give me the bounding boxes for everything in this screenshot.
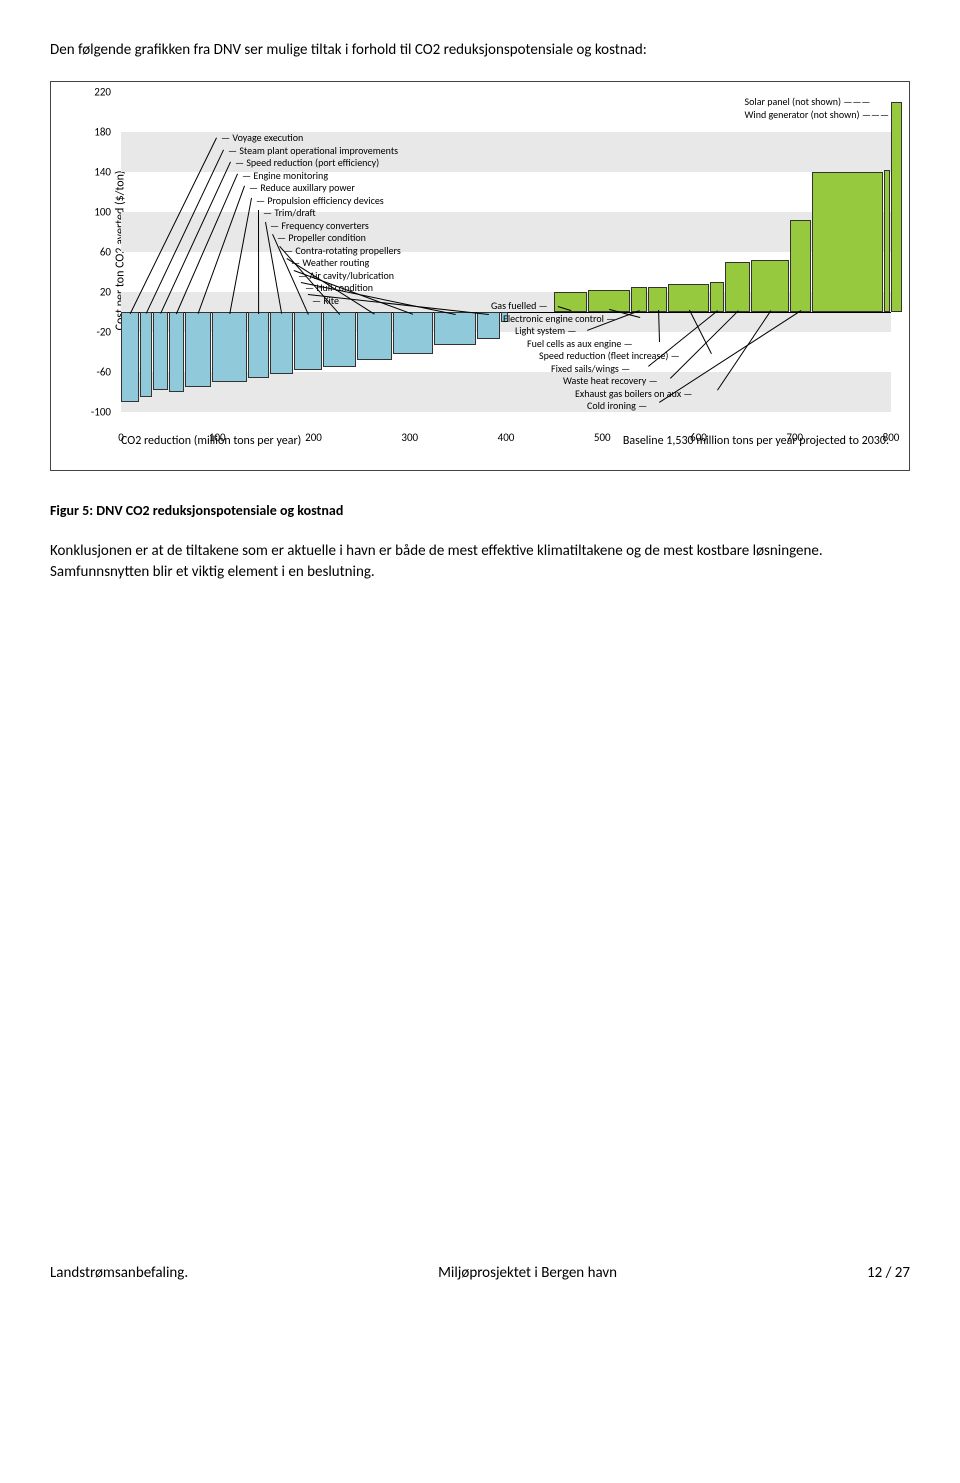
footer-right: 12 / 27 (867, 1263, 910, 1284)
lower-labels: Gas fuelled —Electronic engine control —… (491, 300, 692, 413)
label-lower: Cold ironing — (491, 400, 692, 413)
label-upper: — Propeller condition (221, 232, 401, 245)
label-lower: Speed reduction (fleet increase) — (491, 350, 692, 363)
page-footer: Landstrømsanbefaling. Miljøprosjektet i … (50, 1263, 910, 1284)
right-labels: Solar panel (not shown) ———Wind generato… (745, 96, 889, 121)
label-upper: — Voyage execution (221, 132, 401, 145)
label-upper: — Weather routing (221, 257, 401, 270)
figure-caption: Figur 5: DNV CO2 reduksjonspotensiale og… (50, 501, 910, 521)
footer-middle: Miljøprosjektet i Bergen havn (438, 1263, 617, 1284)
label-upper: — Reduce auxillary power (221, 182, 401, 195)
label-right: Solar panel (not shown) ——— (745, 96, 889, 109)
label-upper: — Speed reduction (port efficiency) (221, 157, 401, 170)
baseline-note: Baseline 1,530 million tons per year pro… (623, 433, 889, 450)
macc-chart: Cost per ton CO2 averted ($/ton) -100-60… (50, 81, 910, 471)
conclusion-text: Konklusjonen er at de tiltakene som er a… (50, 541, 910, 583)
y-axis: -100-60-202060100140180220 (56, 92, 116, 412)
x-axis-label: CO2 reduction (million tons per year) (121, 433, 301, 450)
label-lower: Gas fuelled — (491, 300, 692, 313)
footer-left: Landstrømsanbefaling. (50, 1263, 188, 1284)
label-lower: Waste heat recovery — (491, 375, 692, 388)
intro-text: Den følgende grafikken fra DNV ser mulig… (50, 40, 910, 61)
label-right: Wind generator (not shown) ——— (745, 109, 889, 122)
